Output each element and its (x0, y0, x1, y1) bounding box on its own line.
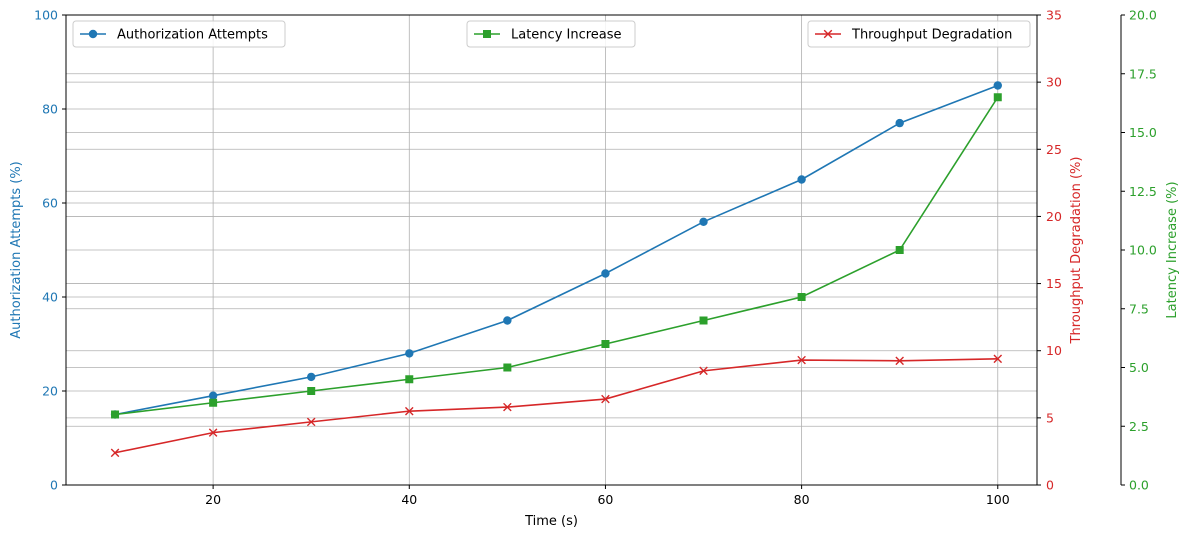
series-2-point-0 (110, 448, 120, 458)
inner-tick-label: 25 (1046, 142, 1062, 157)
x-tick-label: 100 (986, 492, 1010, 507)
series-1-point-6 (699, 316, 708, 325)
x-tick-label: 40 (401, 492, 417, 507)
legend-label: Throughput Degradation (851, 28, 1012, 43)
inner-axis-title: Throughput Degradation (%) (1069, 157, 1084, 345)
legend-box (466, 20, 636, 48)
x-tick-label: 20 (205, 492, 221, 507)
series-2-point-3 (404, 406, 414, 416)
plot-border (65, 14, 1038, 486)
x-axis-title: Time (s) (524, 514, 578, 529)
legends-layer: Authorization Attempts Latency Increase Th… (72, 20, 1031, 48)
legend-swatch-marker (823, 29, 833, 39)
plot-frame (65, 14, 1038, 486)
outer-tick-label: 12.5 (1129, 184, 1157, 199)
series-0-point-8 (895, 118, 904, 128)
inner-tick-label: 10 (1046, 343, 1062, 358)
series-2-point-1 (208, 428, 218, 437)
series-2-point-8 (895, 356, 904, 366)
inner-tick-label: 0 (1046, 478, 1054, 493)
legend-0: Authorization Attempts (72, 20, 286, 48)
series-layer (110, 81, 1003, 458)
series-1 (111, 93, 1002, 419)
series-1-point-0 (111, 410, 120, 419)
legend-label: Authorization Attempts (117, 28, 268, 43)
grid (66, 15, 1037, 485)
inner-tick-label: 35 (1046, 8, 1062, 23)
legend-box (807, 20, 1031, 48)
series-2-point-5 (601, 394, 610, 404)
outer-axis-title: Latency Increase (%) (1165, 181, 1180, 318)
series-2-point-6 (699, 366, 708, 376)
legend-box (72, 20, 286, 48)
inner-tick-label: 5 (1046, 410, 1054, 425)
outer-tick-label: 2.5 (1129, 419, 1149, 434)
x-tick-label: 60 (597, 492, 613, 507)
outer-tick-label: 17.5 (1129, 66, 1157, 81)
series-0-point-4 (503, 316, 512, 325)
outer-tick-label: 7.5 (1129, 301, 1149, 316)
inner-tick-label: 30 (1046, 75, 1062, 90)
legend-1: Latency Increase (466, 20, 636, 48)
outer-tick-label: 10.0 (1129, 243, 1157, 258)
series-2-point-7 (797, 355, 806, 365)
left-tick-label: 100 (34, 8, 58, 23)
series-0-point-7 (797, 175, 806, 184)
series-0-point-6 (699, 217, 708, 226)
series-0-point-9 (993, 81, 1002, 90)
left-tick-label: 0 (50, 478, 58, 493)
left-tick-label: 60 (42, 196, 58, 211)
inner-tick-label: 15 (1046, 276, 1062, 291)
legend-2: Throughput Degradation (807, 20, 1031, 48)
series-0-point-1 (208, 391, 218, 400)
left-tick-label: 20 (42, 384, 58, 399)
series-line-2 (114, 357, 998, 454)
series-1-point-1 (209, 398, 218, 407)
series-1-point-4 (503, 363, 512, 372)
left-tick-label: 40 (42, 290, 58, 305)
legend-label: Latency Increase (511, 28, 622, 43)
legend-swatch-marker (88, 29, 98, 39)
series-1-point-3 (405, 375, 414, 384)
outer-tick-label: 20.0 (1129, 8, 1157, 23)
outer-tick-label: 0.0 (1129, 478, 1149, 493)
left-axis-title: Authorization Attempts (%) (9, 161, 24, 338)
legend-swatch-marker (483, 30, 491, 38)
x-tick-label: 80 (794, 492, 810, 507)
series-2 (110, 354, 1003, 458)
series-0-point-5 (601, 269, 610, 278)
outer-tick-label: 15.0 (1129, 125, 1157, 140)
outer-tick-label: 5.0 (1129, 360, 1149, 375)
series-1-point-2 (307, 387, 316, 395)
left-tick-label: 80 (42, 102, 58, 117)
series-1-point-7 (797, 293, 806, 301)
series-0-point-3 (405, 349, 414, 358)
inner-tick-label: 20 (1046, 209, 1062, 224)
series-1-point-9 (993, 93, 1002, 102)
series-2-point-2 (306, 417, 316, 427)
series-line-0 (114, 84, 999, 416)
series-0-point-2 (307, 372, 316, 382)
series-2-point-9 (993, 354, 1003, 364)
series-2-point-4 (503, 402, 512, 412)
series-1-point-8 (895, 246, 904, 254)
series-line-1 (114, 96, 999, 416)
series-1-point-5 (601, 340, 610, 348)
